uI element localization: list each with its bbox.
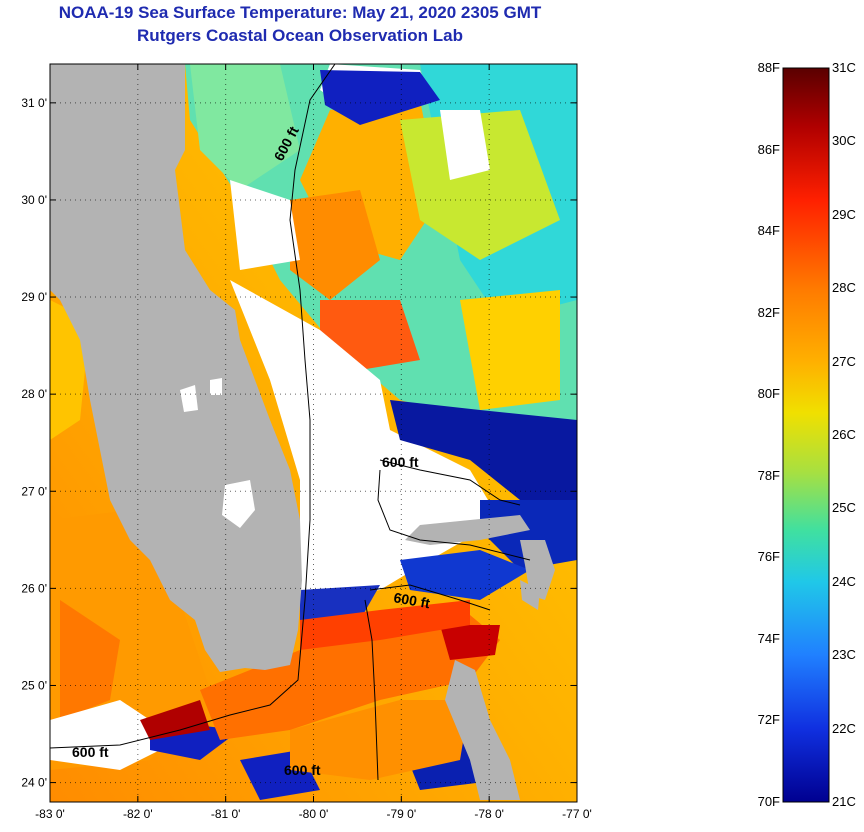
colorbar-c-label: 23C: [832, 647, 856, 663]
colorbar-f-label: 80F: [757, 386, 780, 402]
colorbar-f-label: 88F: [757, 60, 780, 75]
contour-label: 600 ft: [284, 762, 321, 778]
map-subtitle: Rutgers Coastal Ocean Observation Lab: [137, 26, 463, 45]
colorbar-c-label: 27C: [832, 353, 856, 369]
colorbar-c-label: 29C: [832, 206, 856, 222]
colorbar-c-label: 28C: [832, 280, 856, 296]
y-tick-label: 31 0': [21, 96, 47, 110]
colorbar-f-label: 76F: [757, 549, 780, 565]
y-tick-label: 25 0': [21, 678, 47, 692]
map-title: NOAA-19 Sea Surface Temperature: May 21,…: [58, 3, 542, 22]
y-tick-label: 26 0': [21, 581, 47, 595]
y-tick-label: 27 0': [21, 484, 47, 498]
colorbar-c-label: 21C: [832, 794, 856, 809]
x-tick-label: -81 0': [211, 807, 241, 821]
x-tick-label: -82 0': [123, 807, 153, 821]
colorbar-c-label: 31C: [832, 60, 856, 75]
y-tick-label: 30 0': [21, 193, 47, 207]
colorbar-c-label: 25C: [832, 500, 856, 516]
colorbar: [782, 67, 830, 803]
x-tick-label: -83 0': [35, 807, 65, 821]
x-tick-label: -79 0': [387, 807, 417, 821]
y-tick-label: 29 0': [21, 290, 47, 304]
colorbar-f-label: 72F: [757, 712, 780, 728]
contour-label: 600 ft: [392, 589, 431, 611]
contour-label: 600 ft: [382, 454, 419, 470]
isobath-600ft: [50, 64, 336, 749]
colorbar-f-label: 82F: [757, 304, 780, 320]
colorbar-f-label: 84F: [757, 223, 780, 239]
colorbar-c-label: 26C: [832, 427, 856, 442]
colorbar-c-label: 24C: [832, 573, 856, 589]
colorbar-c-label: 30C: [832, 133, 856, 149]
x-tick-label: -77 0': [562, 807, 592, 821]
y-tick-label: 24 0': [21, 776, 47, 790]
colorbar-f-label: 70F: [757, 794, 780, 809]
x-tick-label: -78 0': [474, 807, 504, 821]
colorbar-f-label: 86F: [757, 141, 780, 157]
y-tick-label: 28 0': [21, 387, 47, 401]
graticule: [50, 64, 577, 802]
colorbar-c-label: 22C: [832, 720, 856, 736]
colorbar-f-label: 74F: [757, 630, 780, 646]
colorbar-f-label: 78F: [757, 467, 780, 483]
bahamas-landmass: [405, 515, 530, 545]
contour-label: 600 ft: [72, 744, 109, 760]
axis-ticks: -83 0' -82 0' -81 0' -80 0' -79 0' -78 0' -77 …: [21, 64, 592, 821]
x-tick-label: -80 0': [299, 807, 329, 821]
